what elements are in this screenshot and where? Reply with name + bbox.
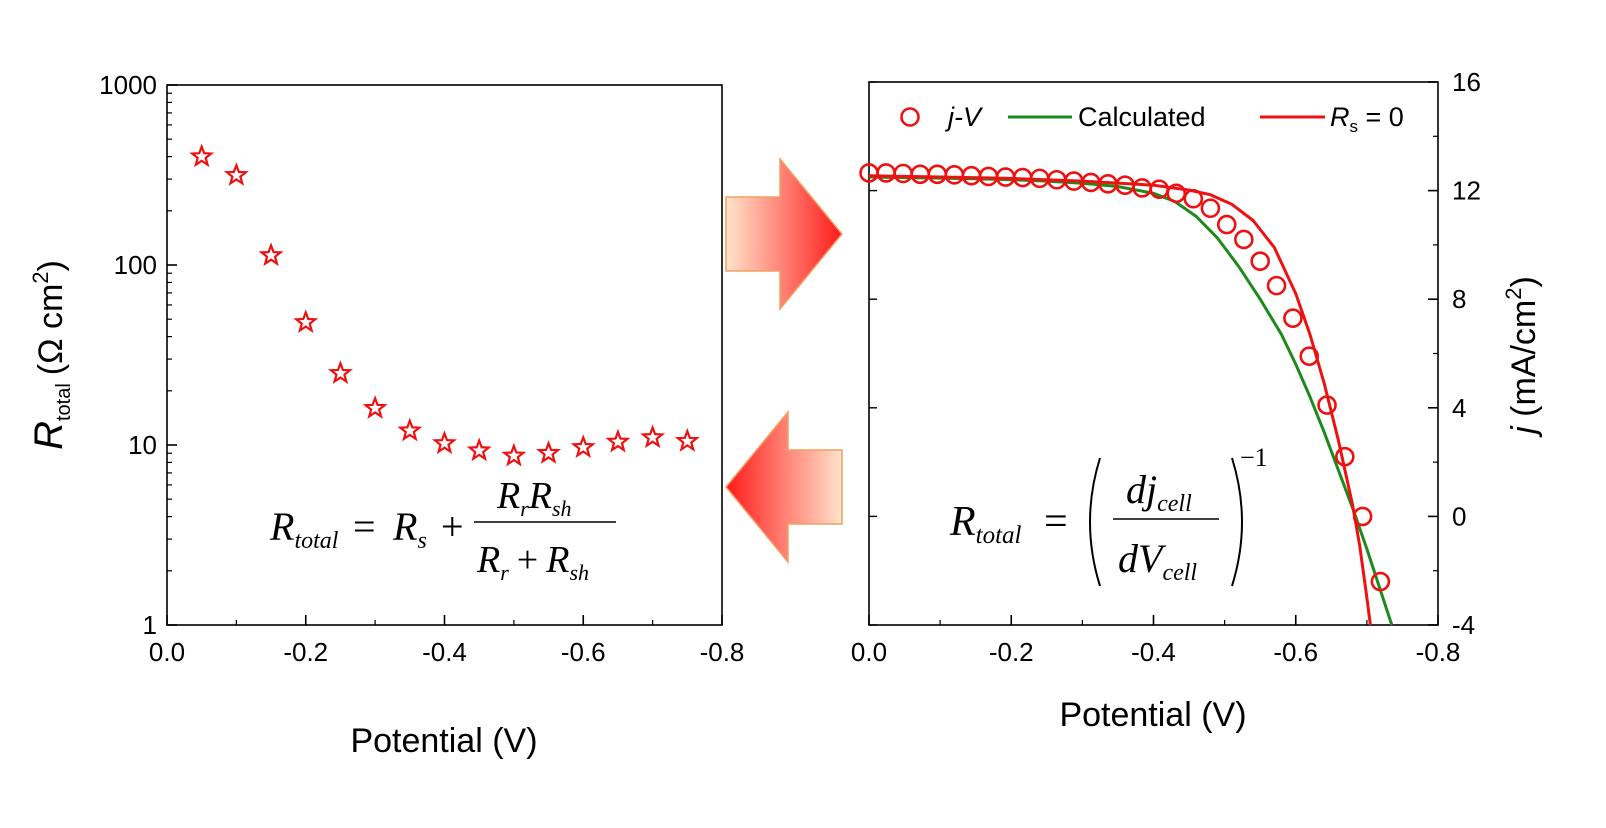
arrow-left-icon — [725, 409, 843, 565]
left-x-tick-label: 0.0 — [149, 637, 185, 667]
left-star-marker — [397, 417, 423, 442]
right-y-tick-label: 0 — [1452, 501, 1466, 531]
legend-label-rs0: Rs = 0 — [1330, 102, 1404, 136]
left-star-marker — [570, 434, 596, 459]
jv-circle-marker — [876, 163, 896, 183]
jv-circle-marker — [1370, 571, 1391, 592]
left-x-tick-label: -0.8 — [700, 637, 745, 667]
jv-circle-marker — [910, 164, 931, 185]
right-y-tick-label: 4 — [1452, 393, 1466, 423]
left-x-tick-label: -0.2 — [283, 637, 328, 667]
left-star-marker — [293, 309, 319, 334]
legend-circle-icon — [900, 107, 920, 127]
left-y-axis-label-close: ) — [32, 260, 70, 271]
right-eq-exponent: −1 — [1240, 443, 1268, 472]
jv-circle-marker — [1183, 188, 1204, 209]
jv-circle-marker — [1299, 346, 1320, 367]
jv-circle-marker — [1200, 198, 1221, 219]
right-x-tick-label: -0.8 — [1416, 637, 1461, 667]
jv-circle-marker — [927, 164, 948, 185]
left-y-tick-label: 1000 — [99, 70, 157, 100]
left-y-axis-label-subscript: total — [53, 383, 75, 421]
right-y-ticks: -4 0 4 8 12 16 — [869, 67, 1481, 640]
right-eq-left-paren — [1089, 457, 1101, 587]
jv-circle-marker — [1132, 178, 1152, 198]
right-y-tick-label: 12 — [1452, 176, 1481, 206]
jv-circle-marker — [1250, 251, 1270, 271]
jv-circle-marker — [1234, 229, 1254, 250]
left-y-tick-label: 100 — [114, 250, 157, 280]
arrow-right-icon — [725, 156, 843, 312]
left-star-marker — [605, 428, 631, 453]
left-y-ticks: 1 10 100 1000 — [99, 70, 177, 640]
right-y-tick-label: 16 — [1452, 67, 1481, 97]
right-y-tick-label: 8 — [1452, 284, 1466, 314]
right-eq-equals: = — [1044, 499, 1068, 545]
right-y-axis-label-symbol: j — [1505, 425, 1543, 438]
legend-label-jv: j-V — [944, 102, 984, 132]
left-star-marker — [189, 143, 215, 168]
left-chart: 1 10 100 1000 0.0 -0.2 -0.4 -0.6 -0.8 Potential… — [27, 70, 744, 760]
left-y-axis-label-superscript: 2 — [28, 271, 53, 283]
jv-circle-marker — [1283, 308, 1303, 329]
right-y-axis-label-close: ) — [1505, 276, 1543, 287]
left-star-marker — [362, 395, 388, 419]
left-x-tick-label: -0.6 — [561, 637, 606, 667]
right-y-axis-label-unit: (mA/cm — [1505, 300, 1543, 427]
left-star-marker — [258, 242, 284, 267]
right-eq-lhs: Rtotal — [949, 499, 1022, 549]
jv-circle-marker — [1166, 183, 1187, 204]
jv-circle-marker — [1216, 214, 1237, 235]
left-x-ticks: 0.0 -0.2 -0.4 -0.6 -0.8 — [149, 615, 744, 667]
left-x-tick-label: -0.4 — [422, 637, 467, 667]
right-x-ticks: 0.0 -0.2 -0.4 -0.6 -0.8 — [851, 615, 1460, 667]
right-x-axis-label: Potential (V) — [1059, 696, 1246, 734]
jv-circle-marker — [893, 163, 913, 184]
left-eq-equals: = — [353, 504, 376, 549]
left-eq-rs: Rs — [392, 504, 427, 554]
left-star-marker — [674, 428, 700, 452]
left-star-marker — [466, 437, 492, 462]
right-y-axis-label-superscript: 2 — [1501, 287, 1526, 299]
jv-circle-marker — [961, 165, 982, 186]
right-equation: Rtotal = djcell dVcell −1 — [949, 443, 1268, 587]
left-star-marker — [640, 424, 666, 449]
left-eq-lhs: Rtotal — [269, 504, 339, 554]
left-x-axis-label: Potential (V) — [350, 722, 537, 760]
jv-circle-marker — [1266, 275, 1287, 296]
right-x-tick-label: -0.6 — [1273, 637, 1318, 667]
left-star-marker — [536, 440, 562, 464]
jv-circle-marker — [1335, 446, 1355, 467]
left-data-markers — [189, 143, 700, 467]
left-eq-plus: + — [441, 504, 464, 549]
jv-circle-marker — [1317, 395, 1337, 415]
left-eq-denominator: Rr + Rsh — [476, 539, 589, 585]
right-y-axis-label: j (mA/cm2) — [1501, 276, 1543, 438]
right-legend: j-V Calculated Rs = 0 — [900, 102, 1404, 136]
left-y-axis-label-symbol: R — [27, 421, 71, 450]
left-y-axis-label-unit: (Ω cm — [32, 284, 70, 376]
left-star-marker — [223, 162, 249, 186]
left-eq-numerator: RrRsh — [496, 475, 572, 521]
right-eq-denominator: dVcell — [1118, 536, 1197, 586]
right-x-tick-label: -0.4 — [1131, 637, 1176, 667]
left-equation: Rtotal = Rs + RrRsh Rr + Rsh — [269, 475, 616, 585]
left-star-marker — [501, 442, 527, 467]
right-data-markers — [859, 163, 1391, 592]
right-x-tick-label: -0.2 — [989, 637, 1034, 667]
right-x-tick-label: 0.0 — [851, 637, 887, 667]
right-eq-right-paren — [1231, 457, 1243, 587]
left-y-tick-label: 1 — [143, 610, 157, 640]
left-y-axis-label: Rtotal (Ω cm2) — [27, 260, 75, 450]
right-chart: -4 0 4 8 12 16 0.0 -0.2 -0.4 -0.6 -0.8 Potential … — [851, 67, 1543, 734]
left-star-marker — [432, 430, 457, 455]
right-y-tick-label: -4 — [1452, 610, 1475, 640]
legend-label-calculated: Calculated — [1078, 102, 1206, 132]
left-star-marker — [327, 360, 353, 385]
jv-circle-marker — [944, 165, 965, 185]
right-eq-numerator: djcell — [1126, 467, 1192, 517]
jv-circle-marker — [1352, 506, 1373, 527]
left-y-tick-label: 10 — [128, 430, 157, 460]
